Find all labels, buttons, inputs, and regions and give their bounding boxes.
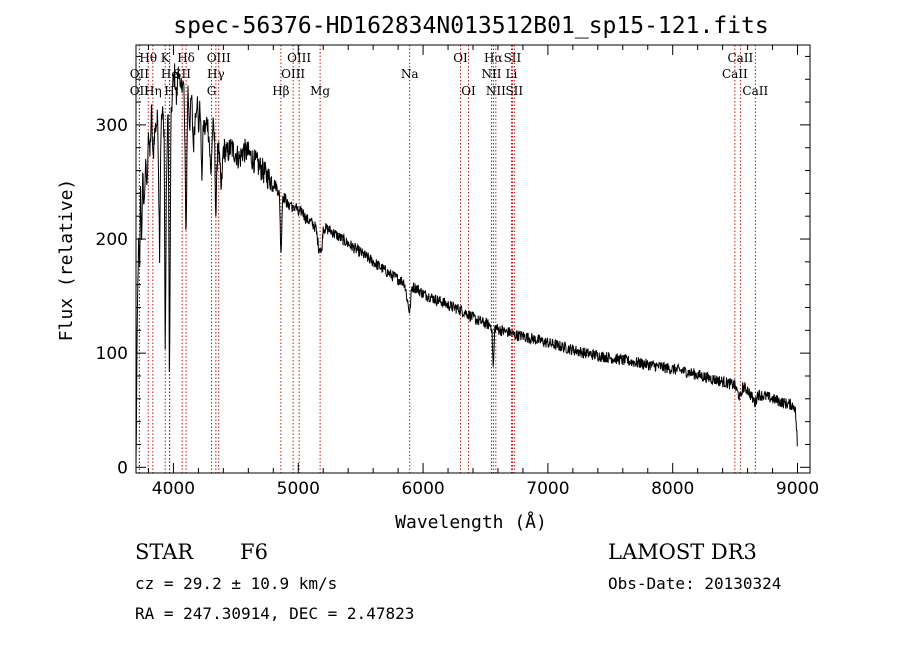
plot-frame [135,44,811,474]
line-marker-label: CaII [722,67,748,81]
x-axis-label: Wavelength (Å) [395,511,547,533]
x-axis: 4000 5000 6000 7000 8000 9000 [147,45,819,499]
y-axis-label: Flux (relative) [56,179,77,342]
line-marker-label: Hβ [272,84,289,98]
line-marker-label: SII [173,67,191,81]
line-marker-label: OII [130,84,150,98]
y-tick-label: 200 [96,230,128,250]
y-tick-label: 300 [96,116,128,136]
line-marker-label: Hη [144,84,162,98]
line-marker-label: OI [461,84,476,98]
line-marker-label: Hγ [207,67,225,81]
line-marker-label: NII [481,67,501,81]
object-subclass: F6 [240,540,268,564]
coordinates: RA = 247.30914, DEC = 2.47823 [135,604,415,623]
x-tick-label: 4000 [152,479,195,499]
redshift-cz: cz = 29.2 ± 10.9 km/s [135,574,338,593]
line-marker-label: G [207,84,217,98]
x-tick-label: 8000 [651,479,694,499]
line-marker-label: Na [401,67,419,81]
line-marker-label: Li [506,67,518,81]
chart-title: spec-56376-HD162834N013512B01_sp15-121.f… [173,13,768,39]
line-marker-label: OIII [287,51,311,65]
line-marker-label: OIII [281,67,305,81]
line-marker-label: Hδ [177,51,195,65]
y-axis: 0 100 200 300 [96,55,810,478]
line-marker-label: Hθ [139,51,157,65]
survey-name: LAMOST DR3 [608,540,757,564]
spectrum-line [135,63,798,464]
line-marker-label: OI [453,51,468,65]
x-tick-label: 9000 [776,479,819,499]
line-marker-label: OIII [207,51,231,65]
object-class: STAR [135,540,194,564]
x-tick-label: 6000 [401,479,444,499]
y-tick-label: 100 [96,344,128,364]
line-marker-label: H [164,84,174,98]
x-tick-label: 7000 [526,479,569,499]
obs-date: Obs-Date: 20130324 [608,574,782,593]
line-marker-label: CaII [727,51,753,65]
line-marker-label: Mg [310,84,330,98]
line-marker-label: SII [505,84,523,98]
y-tick-label: 0 [117,458,128,478]
line-marker-label: CaII [742,84,768,98]
line-marker-label: K [161,51,171,65]
line-marker-label: Hα [484,51,503,65]
x-tick-label: 5000 [277,479,320,499]
line-marker-label: NII [486,84,506,98]
line-marker-label: SII [504,51,522,65]
